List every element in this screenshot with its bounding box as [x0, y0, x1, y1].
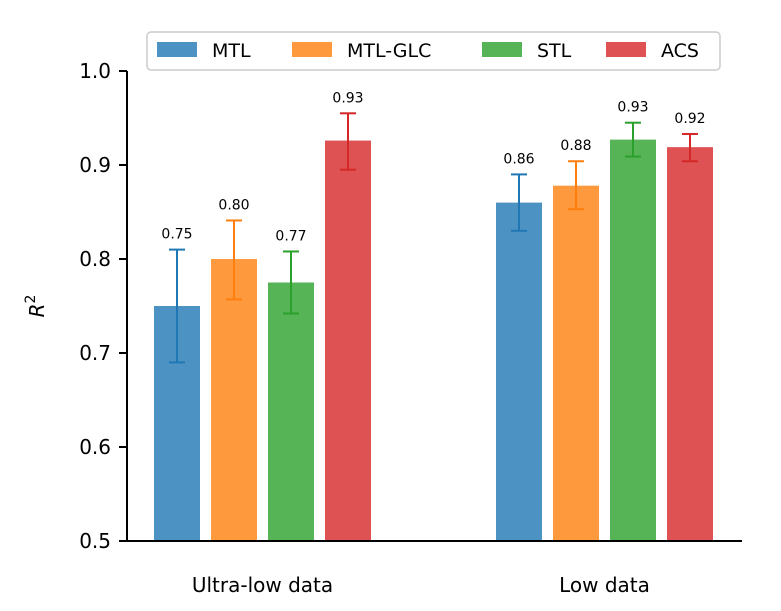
- error-bar-mtl-0: [169, 248, 185, 364]
- legend-swatch: [292, 42, 332, 57]
- error-bar-mtl-glc-0: [226, 219, 242, 301]
- data-label: 0.80: [218, 197, 249, 213]
- legend-item-acs: ACS: [606, 40, 699, 62]
- legend-swatch: [157, 42, 197, 57]
- data-label: 0.86: [503, 151, 534, 167]
- error-bar-mtl-glc-1: [568, 160, 584, 211]
- data-label: 0.92: [674, 111, 705, 127]
- legend-label: MTL: [212, 40, 251, 62]
- legend: MTL MTL-GLC STL ACS: [146, 31, 721, 71]
- data-label: 0.75: [161, 227, 192, 243]
- x-tick-label: Low data: [559, 573, 650, 597]
- legend-frame: [146, 31, 721, 71]
- y-tick-label: 0.6: [79, 435, 111, 459]
- bar-mtl-glc-1: [553, 185, 599, 541]
- y-tick-label: 1.0: [79, 59, 111, 83]
- error-bar-mtl-1: [511, 173, 527, 232]
- data-labels: 0.75 0.80 0.77 0.93 0.86 0.88 0.93 0.92: [161, 90, 705, 244]
- data-label: 0.93: [332, 90, 363, 106]
- y-tick-label: 0.9: [79, 153, 111, 177]
- y-tick-label: 0.8: [79, 247, 111, 271]
- bar-mtl-glc-0: [211, 259, 257, 541]
- error-bar-stl-1: [625, 121, 641, 158]
- data-label: 0.77: [275, 228, 306, 244]
- bar-acs-1: [667, 147, 713, 541]
- axes: 0.5 0.6 0.7 0.8 0.9 1.0 Ultra-low data Low data…: [23, 59, 742, 597]
- legend-label: ACS: [661, 40, 699, 62]
- error-bars: [169, 112, 698, 364]
- error-bar-stl-0: [283, 250, 299, 315]
- bar-acs-0: [325, 140, 371, 541]
- legend-label: MTL-GLC: [347, 40, 431, 62]
- y-axis-label: R2: [23, 295, 49, 318]
- bar-mtl-1: [496, 202, 542, 541]
- error-bar-acs-1: [682, 132, 698, 163]
- y-tick-label: 0.7: [79, 341, 111, 365]
- bar-stl-0: [268, 282, 314, 541]
- x-tick-label: Ultra-low data: [192, 573, 333, 597]
- data-label: 0.88: [560, 138, 591, 154]
- legend-item-stl: STL: [482, 40, 572, 62]
- error-bar-acs-0: [340, 112, 356, 171]
- legend-item-mtl-glc: MTL-GLC: [292, 40, 431, 62]
- data-label: 0.93: [617, 100, 648, 116]
- legend-swatch: [606, 42, 646, 57]
- legend-swatch: [482, 42, 522, 57]
- bar-stl-1: [610, 139, 656, 541]
- legend-label: STL: [537, 40, 572, 62]
- legend-item-mtl: MTL: [157, 40, 251, 62]
- y-tick-label: 0.5: [79, 529, 111, 553]
